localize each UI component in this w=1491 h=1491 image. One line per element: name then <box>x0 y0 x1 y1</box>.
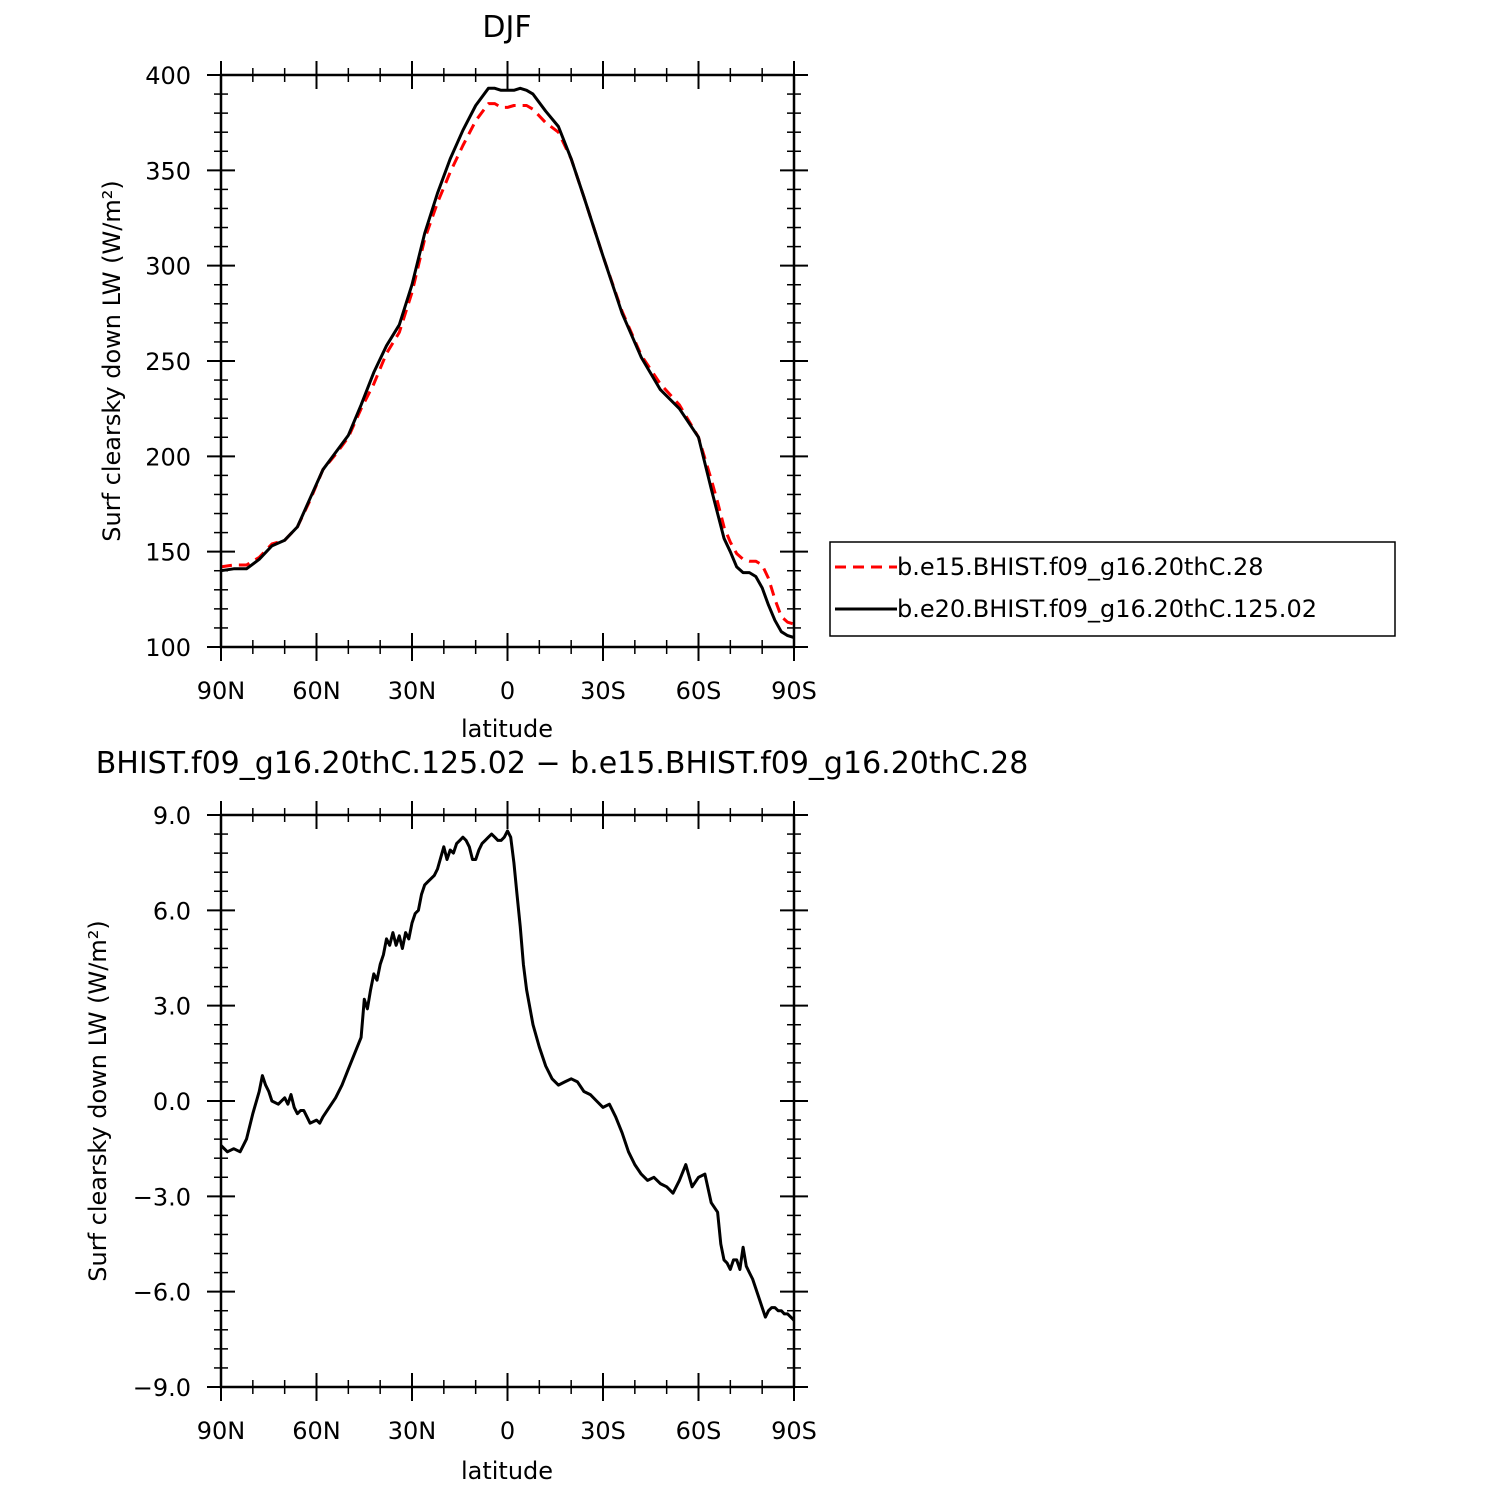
x-tick-label: 90N <box>197 677 246 705</box>
y-tick-label: 6.0 <box>153 897 191 925</box>
x-tick-label: 60N <box>292 1417 341 1445</box>
x-tick-label: 60N <box>292 677 341 705</box>
legend: b.e15.BHIST.f09_g16.20thC.28 b.e20.BHIST… <box>829 541 1396 637</box>
y-tick-label: 300 <box>145 253 191 281</box>
y-tick-label: 100 <box>145 634 191 662</box>
x-tick-label: 90S <box>771 1417 817 1445</box>
y-tick-label: 3.0 <box>153 993 191 1021</box>
plot-frame <box>219 73 796 649</box>
chart-difference: BHIST.f09_g16.20thC.125.02 − b.e15.BHIST… <box>84 746 1028 1485</box>
x-axis-label: latitude <box>461 1457 553 1485</box>
x-tick-label: 30S <box>580 677 626 705</box>
chart-title: BHIST.f09_g16.20thC.125.02 − b.e15.BHIST… <box>96 746 1029 781</box>
legend-label-b-e15: b.e15.BHIST.f09_g16.20thC.28 <box>897 553 1264 581</box>
y-tick-label: 400 <box>145 62 191 90</box>
x-tick-label: 0 <box>500 1417 515 1445</box>
y-tick-label: 0.0 <box>153 1088 191 1116</box>
series-line-b-e20-bhist-f09-g16-20thc-125-02 <box>220 86 795 639</box>
x-axis-label: latitude <box>461 715 553 743</box>
y-tick-label: −6.0 <box>133 1279 191 1307</box>
y-tick-label: 9.0 <box>153 802 191 830</box>
y-tick-label: 250 <box>145 348 191 376</box>
y-tick-label: −3.0 <box>133 1183 191 1211</box>
y-axis-label: Surf clearsky down LW (W/m²) <box>84 920 112 1281</box>
x-tick-label: 30S <box>580 1417 626 1445</box>
x-tick-label: 0 <box>500 677 515 705</box>
x-tick-label: 60S <box>676 677 722 705</box>
x-tick-label: 60S <box>676 1417 722 1445</box>
legend-label-b-e20: b.e20.BHIST.f09_g16.20thC.125.02 <box>897 595 1317 623</box>
y-tick-label: 350 <box>145 157 191 185</box>
x-tick-label: 30N <box>388 1417 437 1445</box>
y-tick-label: 200 <box>145 443 191 471</box>
series-line-difference <box>219 829 796 1322</box>
x-tick-label: 90S <box>771 677 817 705</box>
chart-djf: DJF Surf clearsky down LW (W/m²) latitud… <box>98 10 817 743</box>
y-tick-label: −9.0 <box>133 1374 191 1402</box>
plot-frame <box>219 813 796 1389</box>
x-tick-label: 30N <box>388 677 437 705</box>
x-tick-label: 90N <box>197 1417 246 1445</box>
series-line-b-e15-bhist-f09-g16-20thc-28 <box>220 102 795 626</box>
legend-box <box>829 541 1396 637</box>
y-tick-label: 150 <box>145 539 191 567</box>
y-axis-label: Surf clearsky down LW (W/m²) <box>98 180 126 541</box>
chart-title: DJF <box>482 10 531 45</box>
